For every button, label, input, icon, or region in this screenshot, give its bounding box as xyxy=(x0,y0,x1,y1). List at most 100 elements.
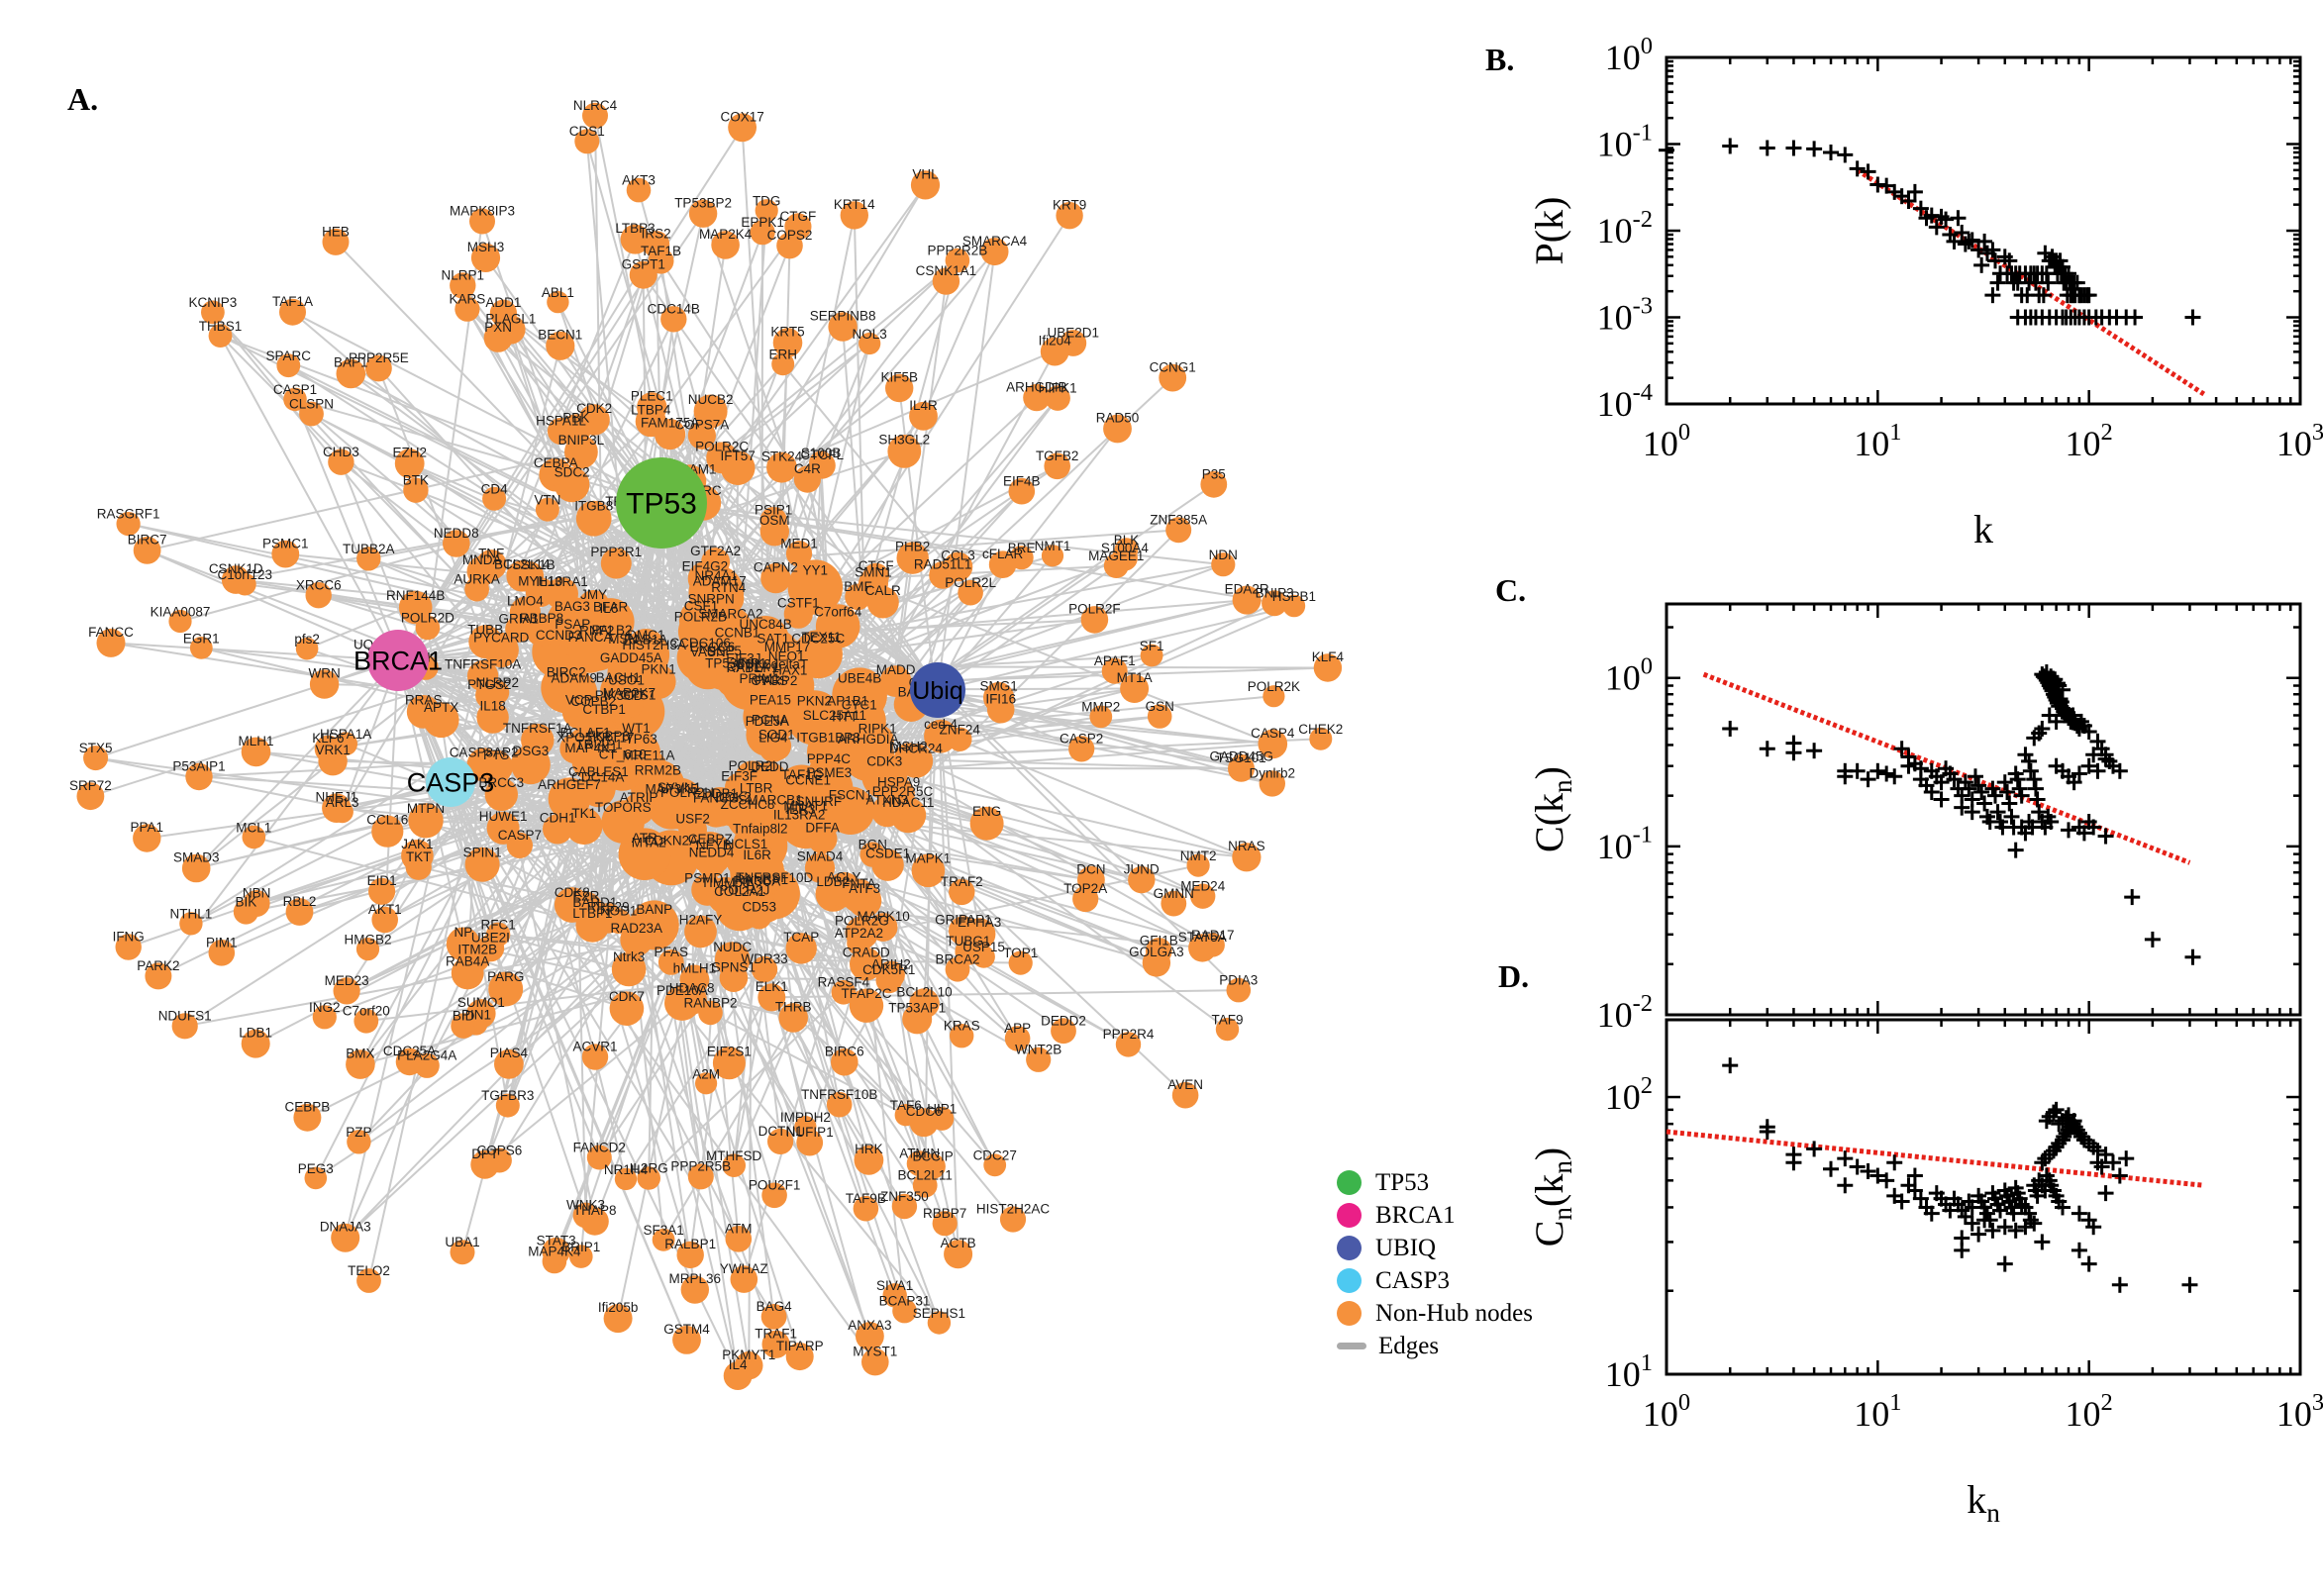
non-hub-node xyxy=(641,664,676,699)
gene-label: EIF4B xyxy=(1003,473,1041,488)
gene-label: STK24 xyxy=(761,449,803,463)
gene-label: GADD45G xyxy=(1210,748,1274,763)
gene-label: PPP2R5E xyxy=(349,350,409,365)
gene-label: SMARCB1 xyxy=(738,793,802,808)
gene-label: YWHAZ xyxy=(720,1261,768,1276)
gene-label: GOLGA3 xyxy=(1129,945,1184,959)
gene-label: BAG3 xyxy=(555,599,590,614)
non-hub-node xyxy=(1128,865,1156,894)
gene-label: CCNG1 xyxy=(1150,359,1196,374)
non-hub-node xyxy=(787,559,843,615)
gene-label: ABL1 xyxy=(542,285,574,300)
gene-label: CDK5R1 xyxy=(862,962,915,977)
gene-label: BCL2L14 xyxy=(494,557,551,572)
non-hub-node xyxy=(958,579,983,606)
gene-label: SMARCA2 xyxy=(698,606,762,621)
non-hub-node xyxy=(1089,705,1113,729)
gene-label: MCL1 xyxy=(236,820,271,835)
non-hub-node xyxy=(394,449,425,479)
gene-label: PALB2 xyxy=(591,623,632,638)
gene-label: AP1B1 xyxy=(827,693,868,708)
gene-label: ZNF24 xyxy=(940,722,981,737)
gene-label: PHB2 xyxy=(895,539,930,553)
scatter-points xyxy=(1722,664,2201,965)
gene-label: TSG101 xyxy=(1216,750,1265,765)
gene-label: UBE4B xyxy=(838,671,881,686)
gene-label: PXN xyxy=(484,320,512,335)
non-hub-node xyxy=(489,299,517,327)
non-hub-node xyxy=(760,562,791,594)
gene-label: PLAGL1 xyxy=(485,311,536,326)
non-hub-node xyxy=(276,353,301,378)
gene-label: RPS29 xyxy=(587,900,630,915)
axis-tick-label: 100 xyxy=(1643,419,1690,463)
gene-label: COL2A1 xyxy=(714,884,765,899)
gene-label: MAPK10 xyxy=(857,909,909,924)
hub-node-casp3: CASP3 xyxy=(407,757,494,807)
gene-label: CASP7 xyxy=(498,828,542,843)
non-hub-node xyxy=(620,923,654,956)
gene-label: TUBB xyxy=(467,623,503,638)
gene-label: LTBP1 xyxy=(572,906,612,921)
non-hub-node xyxy=(988,550,1017,578)
non-hub-node xyxy=(687,421,717,449)
non-hub-node xyxy=(1142,948,1171,977)
non-hub-node xyxy=(115,934,142,960)
axis-tick-label: 103 xyxy=(2276,1389,2323,1434)
gene-label: TSSK1B xyxy=(504,557,556,572)
gene-label: KRT9 xyxy=(1053,198,1086,213)
gene-label: PPP4C xyxy=(807,751,852,766)
gene-label: PYCARD xyxy=(473,631,530,646)
gene-label: SH3GL2 xyxy=(878,432,930,447)
non-hub-node xyxy=(629,260,657,289)
panel-a-label: A. xyxy=(67,81,99,117)
gene-label: MED23 xyxy=(325,973,369,988)
non-hub-node xyxy=(943,551,973,582)
non-hub-node xyxy=(885,373,914,403)
casp3-node-swatch xyxy=(1337,1268,1362,1293)
gene-label: HCLS1 xyxy=(725,837,768,851)
non-hub-node xyxy=(548,777,591,821)
gene-label: MAGEE1 xyxy=(1088,549,1144,563)
non-hub-node xyxy=(684,644,731,690)
legend-item-nonhub: Non-Hub nodes xyxy=(1337,1297,1533,1330)
non-hub-node xyxy=(356,547,381,571)
gene-label: IFI16 xyxy=(985,692,1016,707)
gene-label: ERCC6 xyxy=(690,640,736,654)
non-hub-node xyxy=(371,815,404,848)
gene-label: BRCC3 xyxy=(478,775,524,790)
gene-label: CYC1 xyxy=(842,698,877,713)
non-hub-node xyxy=(1282,594,1306,618)
gene-label: IL4 xyxy=(729,1357,748,1372)
gene-label: WRN xyxy=(308,666,340,681)
gene-label: TEX11 xyxy=(801,630,841,645)
gene-label: RASGRF1 xyxy=(97,507,160,522)
gene-label: C1orf123 xyxy=(218,567,273,582)
gene-label: NMT2 xyxy=(1180,848,1217,863)
gene-label: GRIPAP1 xyxy=(935,912,992,927)
non-hub-node xyxy=(620,224,651,254)
network-hubs-layer: TP53 BRCA1 Ubiq CASP3 xyxy=(354,457,965,807)
non-hub-node xyxy=(932,1211,958,1237)
non-hub-node xyxy=(506,832,533,859)
gene-label: MAP4K4 xyxy=(528,1245,581,1259)
non-hub-node xyxy=(395,1047,424,1076)
non-hub-node xyxy=(356,1268,381,1293)
non-hub-node xyxy=(760,1304,787,1330)
gene-label: RANBP2 xyxy=(683,995,737,1010)
gene-label: STAT5A xyxy=(1178,930,1227,945)
gene-label: RTN4 xyxy=(711,580,747,595)
gene-label: ARL3 xyxy=(326,795,359,810)
non-hub-node xyxy=(761,1330,790,1358)
gene-label: LTBP3 xyxy=(615,221,655,236)
non-hub-node xyxy=(784,213,812,241)
chart-panel-b: 100 101 102 103 100 10-1 10-2 10-3 10-4 k P(k) xyxy=(1527,33,2323,551)
gene-label: BARD1 xyxy=(572,895,617,910)
gene-label: LTBR xyxy=(740,780,773,795)
gene-label: cFLAR xyxy=(982,547,1024,561)
gene-label: BAP1 xyxy=(334,355,368,370)
gene-label: XRCC6 xyxy=(296,577,342,592)
gene-label: CDC25A xyxy=(383,1044,436,1058)
non-hub-node xyxy=(1045,385,1070,411)
non-hub-node xyxy=(575,908,610,943)
